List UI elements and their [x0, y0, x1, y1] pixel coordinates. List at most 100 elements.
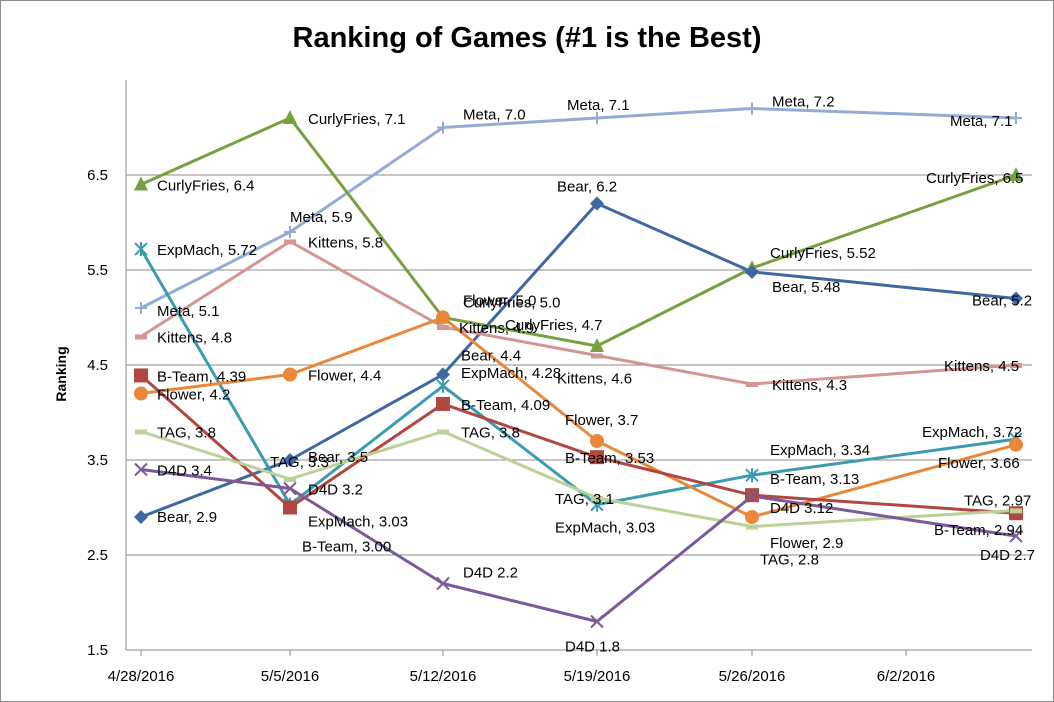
marker-expmach: [436, 378, 450, 393]
marker-kittens: [1010, 363, 1022, 368]
marker-b-team: [134, 368, 148, 383]
data-label-d4d: D4D 1.8: [565, 639, 620, 656]
marker-kittens: [591, 353, 603, 359]
x-tick-label: 5/5/2016: [261, 668, 319, 685]
data-label-tag: TAG, 3.8: [461, 425, 520, 442]
data-label-kittens: Kittens, 5.8: [308, 235, 383, 252]
marker-b-team: [436, 396, 450, 411]
axes: 1.5 2.5 3.5 4.5 5.5 6.5 4/28/2016 5/5/2016 5/12/…: [87, 80, 1032, 685]
marker-bear: [745, 264, 759, 279]
marker-flower: [745, 510, 759, 524]
marker-curlyfries: [590, 338, 604, 352]
data-label-meta: Meta, 5.1: [157, 303, 220, 320]
marker-tag: [437, 429, 449, 435]
x-tick-label: 6/2/2016: [877, 668, 935, 685]
data-labels: Meta, 5.1 Meta, 5.9 Meta, 7.0 Meta, 7.1 Meta…: [157, 94, 1035, 656]
data-label-curlyfries: CurlyFries, 5.0: [463, 295, 561, 312]
data-label-flower: Flower, 4.4: [308, 368, 381, 385]
data-label-expmach: ExpMach, 3.03: [308, 514, 408, 531]
data-label-curlyfries: CurlyFries, 7.1: [308, 111, 406, 128]
y-axis-title: Ranking: [53, 346, 69, 401]
marker-tag: [284, 477, 296, 482]
data-label-tag: TAG, 2.97: [964, 492, 1031, 509]
marker-d4d: [745, 489, 759, 503]
marker-b-team: [590, 450, 604, 465]
data-label-curlyfries: CurlyFries, 5.52: [770, 245, 876, 262]
data-label-b-team: B-Team, 4.39: [157, 368, 246, 385]
data-label-kittens: Kittens, 4.8: [157, 330, 232, 347]
series-line-flower: [140, 316, 1017, 519]
marker-curlyfries: [283, 110, 297, 124]
data-label-b-team: B-Team, 2.94: [934, 522, 1023, 539]
data-label-b-team: B-Team, 4.09: [461, 397, 550, 414]
series-line-meta: [140, 107, 1017, 310]
data-label-meta: Meta, 7.0: [463, 107, 526, 124]
data-label-curlyfries: CurlyFries, 4.7: [505, 317, 603, 334]
marker-d4d: [134, 462, 148, 477]
data-label-b-team: B-Team, 3.53: [565, 450, 654, 467]
data-label-b-team: B-Team, 3.13: [770, 471, 859, 488]
data-label-expmach: ExpMach, 5.72: [157, 242, 257, 259]
data-label-tag: TAG, 3.1: [555, 491, 614, 508]
marker-kittens: [437, 325, 449, 330]
marker-bear: [283, 453, 297, 467]
y-tick-label: 5.5: [87, 262, 108, 279]
data-label-bear: Bear, 5.2: [972, 293, 1032, 310]
marker-flower: [1009, 437, 1023, 452]
data-label-d4d: D4D 3.12: [770, 500, 833, 517]
data-label-d4d: D4D 3.4: [157, 463, 212, 480]
data-label-d4d: D4D 3.2: [308, 482, 363, 499]
marker-meta: [135, 302, 147, 314]
chart-title: Ranking of Games (#1 is the Best): [292, 22, 762, 54]
marker-kittens: [135, 334, 147, 340]
data-label-flower: Flower, 5.0: [463, 293, 536, 310]
data-label-bear: Bear, 4.4: [461, 348, 521, 365]
marker-d4d: [590, 614, 604, 629]
x-tick-label: 5/19/2016: [564, 668, 631, 685]
data-label-expmach: ExpMach, 3.34: [770, 442, 870, 459]
marker-meta: [591, 112, 603, 124]
marker-tag: [591, 496, 603, 501]
series-line-bear: [140, 202, 1017, 519]
marker-meta: [1010, 112, 1022, 124]
marker-expmach: [745, 468, 759, 483]
data-label-kittens: Kittens, 4.6: [557, 371, 632, 388]
marker-tag: [746, 524, 758, 530]
marker-bear: [134, 510, 148, 524]
marker-d4d: [1009, 529, 1023, 543]
data-label-flower: Flower, 3.66: [938, 455, 1020, 472]
series-line-d4d: [140, 468, 1017, 623]
data-label-bear: Bear, 2.9: [157, 509, 217, 526]
data-label-bear: Bear, 6.2: [557, 179, 617, 196]
y-tick-label: 6.5: [87, 167, 108, 184]
data-label-tag: TAG, 3.3: [270, 454, 329, 471]
marker-flower: [590, 434, 604, 448]
data-label-curlyfries: CurlyFries, 6.5: [926, 170, 1024, 187]
y-tick-label: 3.5: [87, 452, 108, 469]
marker-kittens: [284, 239, 296, 245]
data-label-expmach: ExpMach, 3.03: [555, 520, 655, 537]
series-line-kittens: [140, 240, 1017, 386]
series-line-tag: [140, 430, 1017, 528]
data-label-meta: Meta, 7.1: [567, 97, 630, 114]
marker-tag: [1010, 508, 1022, 514]
y-tick-label: 1.5: [87, 642, 108, 659]
data-label-tag: TAG, 2.8: [760, 552, 819, 569]
marker-tag: [135, 429, 147, 435]
gridlines: [126, 174, 1032, 556]
data-label-flower: Flower, 2.9: [770, 535, 843, 552]
marker-bear: [1009, 291, 1023, 306]
marker-meta: [284, 226, 296, 238]
data-label-kittens: Kittens, 4.3: [772, 377, 847, 394]
series-line-curlyfries: [140, 116, 1017, 348]
data-label-expmach: ExpMach, 3.72: [922, 424, 1022, 441]
marker-bear: [436, 367, 450, 382]
marker-meta: [437, 121, 449, 134]
marker-d4d: [436, 576, 450, 591]
marker-flower: [436, 310, 450, 325]
marker-kittens: [746, 382, 758, 387]
data-label-kittens: Kittens, 4.5: [944, 358, 1019, 375]
marker-curlyfries: [134, 176, 148, 191]
